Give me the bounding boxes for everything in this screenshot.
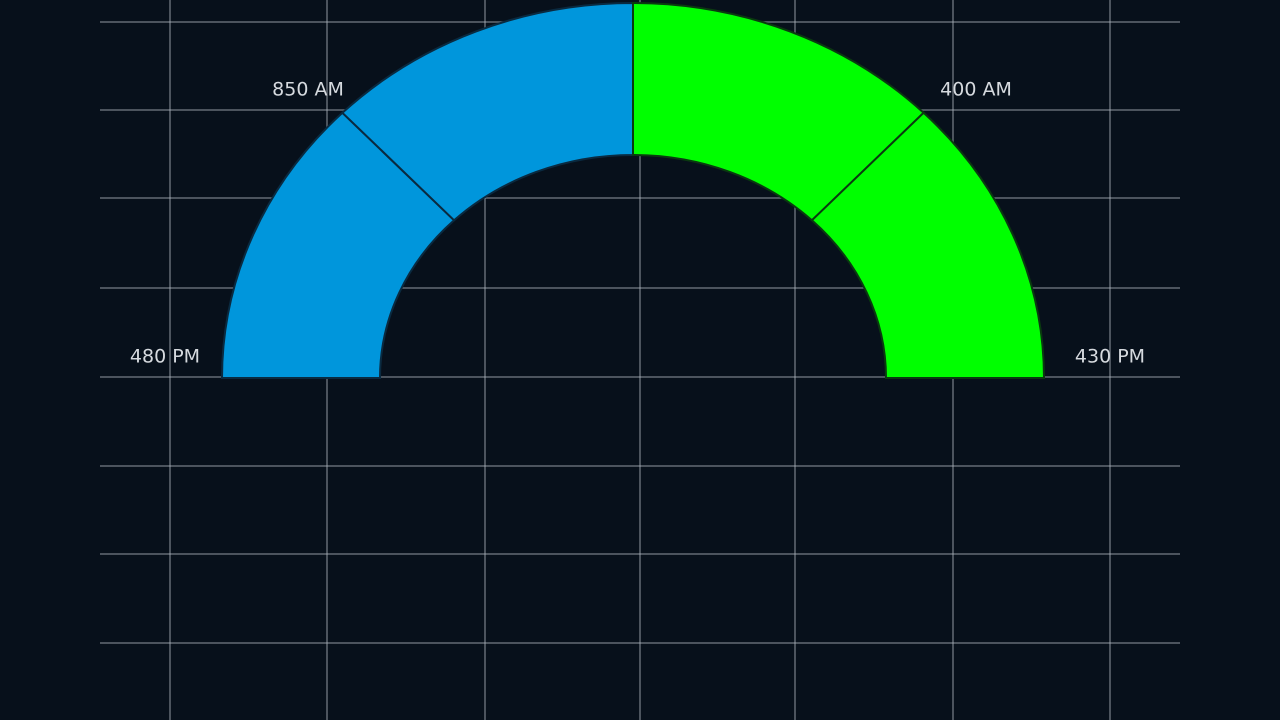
segment — [810, 111, 1046, 379]
gauge — [220, 1, 1046, 379]
time-label: 400 AM — [940, 79, 1012, 101]
segment — [340, 1, 634, 222]
time-label: 480 PM — [130, 346, 200, 368]
time-label: 850 AM — [272, 79, 344, 101]
time-label: 430 PM — [1075, 346, 1145, 368]
segment — [632, 1, 926, 222]
segment — [220, 111, 456, 379]
